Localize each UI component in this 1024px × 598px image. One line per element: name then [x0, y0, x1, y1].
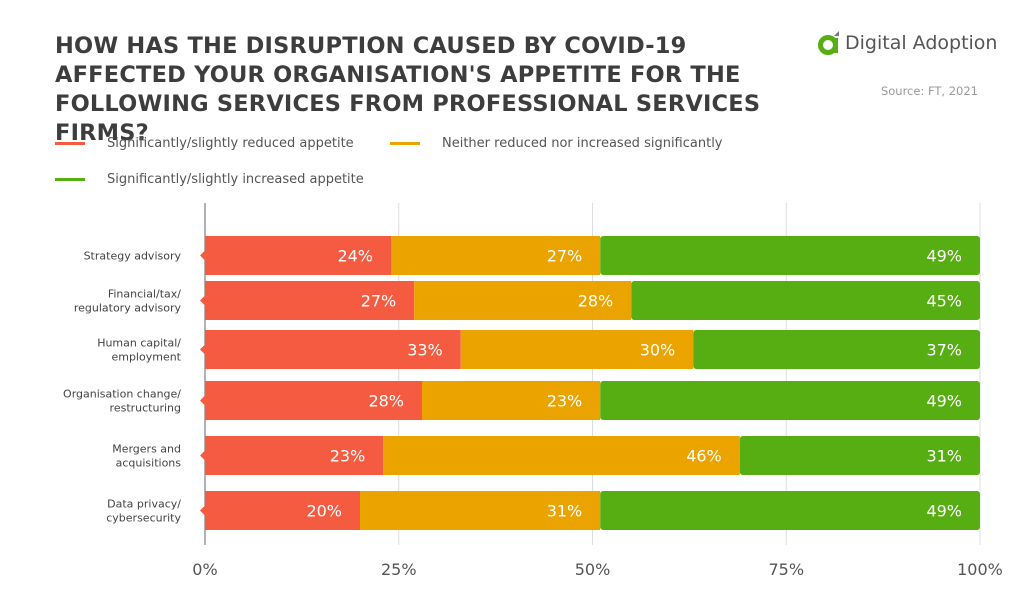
bar-segment: [205, 330, 461, 369]
data-label: 23%: [547, 392, 583, 411]
legend-label: Significantly/slightly increased appetit…: [107, 172, 364, 187]
x-tick-label: 25%: [381, 560, 417, 579]
data-label: 49%: [926, 502, 962, 521]
data-label: 31%: [547, 502, 583, 521]
category-label: Strategy advisory: [84, 250, 182, 263]
category-label: restructuring: [110, 402, 181, 415]
bar-notch: [200, 450, 205, 461]
data-label: 20%: [306, 502, 342, 521]
data-label: 37%: [926, 341, 962, 360]
data-label: 23%: [330, 447, 366, 466]
category-label: acquisitions: [116, 457, 182, 470]
bar-segment: [205, 381, 422, 420]
bar-segment: [600, 381, 980, 420]
category-label: Data privacy/: [107, 498, 181, 511]
bar-segment: [205, 491, 360, 530]
bar-notch: [200, 395, 205, 406]
category-label: cybersecurity: [106, 512, 181, 525]
bar-segment: [360, 491, 601, 530]
category-label: Mergers and: [112, 443, 181, 456]
logo: Digital Adoption: [818, 30, 997, 56]
data-label: 49%: [926, 247, 962, 266]
bar-segment: [205, 281, 415, 320]
category-label: Human capital/: [97, 337, 181, 350]
legend-item-neither: Neither reduced nor increased significan…: [390, 136, 723, 151]
bar-notch: [200, 344, 205, 355]
bar-segment: [739, 436, 980, 475]
data-label: 24%: [337, 247, 373, 266]
legend-swatch: [390, 142, 420, 145]
bar-segment: [414, 281, 632, 320]
bar-segment: [205, 436, 384, 475]
data-label: 46%: [686, 447, 722, 466]
data-label: 30%: [640, 341, 676, 360]
bar-segment: [693, 330, 980, 369]
legend-item-increased: Significantly/slightly increased appetit…: [55, 172, 364, 187]
x-tick-label: 75%: [768, 560, 804, 579]
bar-segment: [383, 436, 740, 475]
bar-notch: [200, 295, 205, 306]
x-tick-label: 100%: [957, 560, 1003, 579]
data-label: 27%: [547, 247, 583, 266]
logo-text: Digital Adoption: [845, 32, 998, 54]
category-label: Organisation change/: [63, 388, 181, 401]
bar-notch: [200, 250, 205, 261]
bar-segment: [460, 330, 694, 369]
legend-label: Neither reduced nor increased significan…: [442, 136, 723, 151]
legend-swatch: [55, 142, 85, 145]
x-tick-label: 0%: [192, 560, 217, 579]
bar-segment: [391, 236, 601, 275]
data-label: 28%: [368, 392, 404, 411]
data-label: 28%: [578, 292, 614, 311]
category-label: regulatory advisory: [74, 302, 182, 315]
bar-segment: [600, 236, 980, 275]
data-label: 45%: [926, 292, 962, 311]
chart-title: HOW HAS THE DISRUPTION CAUSED BY COVID-1…: [55, 33, 761, 146]
logo-icon: [818, 31, 839, 55]
legend-swatch: [55, 178, 85, 181]
data-label: 33%: [407, 341, 443, 360]
bar-segment: [205, 236, 391, 275]
data-label: 49%: [926, 392, 962, 411]
bar-segment: [422, 381, 601, 420]
x-tick-label: 50%: [575, 560, 611, 579]
category-label: employment: [111, 351, 181, 364]
data-label: 27%: [361, 292, 397, 311]
data-label: 31%: [926, 447, 962, 466]
bar-notch: [200, 505, 205, 516]
source-note: Source: FT, 2021: [880, 84, 978, 98]
category-label: Financial/tax/: [108, 288, 181, 301]
bar-segment: [600, 491, 980, 530]
legend-label: Significantly/slightly reduced appetite: [107, 136, 354, 151]
legend-item-reduced: Significantly/slightly reduced appetite: [55, 136, 354, 151]
bar-segment: [631, 281, 980, 320]
